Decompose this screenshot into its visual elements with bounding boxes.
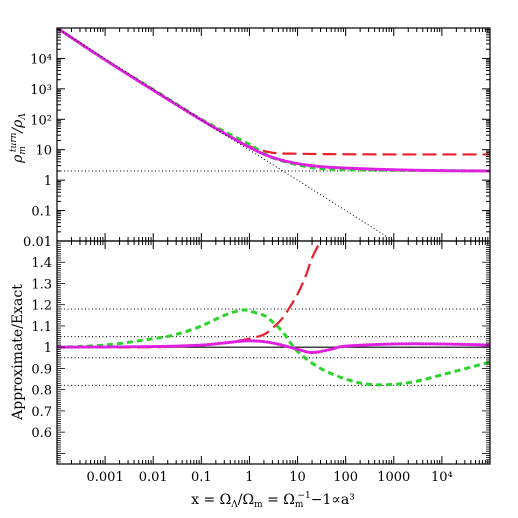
- bottom-xlabel: x = ΩΛ/Ωm = Ωm−1−1∝a³: [191, 491, 355, 510]
- top-ticks: [56, 28, 490, 242]
- bottom-xtick-label: 0.1: [191, 470, 212, 485]
- bottom-ytick-label: 1.3: [31, 277, 52, 292]
- top-plot-area: [57, 28, 490, 241]
- bottom-ytick-label: 0.7: [31, 405, 52, 420]
- top-ytick-label: 10³: [30, 83, 52, 98]
- top-ytick-label: 0.01: [23, 235, 52, 250]
- bottom-xtick-label: 100: [333, 470, 358, 485]
- bottom-xtick-label: 10: [289, 470, 306, 485]
- top-series-thin-dotted: [57, 28, 395, 241]
- top-ytick-label: 10²: [30, 113, 52, 128]
- top-panel: 0.01 0.1 1 10 10² 10³ 10⁴ ρmturn/ρΛ: [9, 27, 491, 250]
- top-ytick-label: 10: [35, 144, 52, 159]
- bottom-ytick-label: 0.9: [31, 362, 52, 377]
- bottom-xtick-label: 1000: [377, 470, 410, 485]
- bottom-ticks: [56, 240, 490, 465]
- bottom-xtick-label: 0.001: [87, 470, 124, 485]
- top-curves: [57, 28, 490, 241]
- bottom-ytick-label: 1: [44, 341, 52, 356]
- top-frame: [56, 27, 491, 242]
- bottom-ylabel: Approximate/Exact: [10, 284, 26, 421]
- bottom-ytick-label: 1.4: [31, 256, 52, 271]
- bottom-panel: 0.6 0.7 0.8 0.9 1 1.1 1.2 1.3 1.4 0.001 0.01 0.1 1 1…: [10, 240, 491, 510]
- bottom-xtick-labels: 0.001 0.01 0.1 1 10 100 1000 10⁴: [87, 470, 453, 485]
- top-ytick-labels: 0.01 0.1 1 10 10² 10³ 10⁴: [23, 52, 52, 250]
- bottom-ytick-labels: 0.6 0.7 0.8 0.9 1 1.1 1.2 1.3 1.4: [31, 256, 52, 441]
- top-series-dotted-thick: [57, 28, 490, 173]
- bottom-plot-area: [57, 241, 490, 387]
- bottom-series-short-dash: [57, 308, 490, 387]
- bottom-ytick-label: 0.8: [31, 384, 52, 399]
- bottom-ytick-label: 1.2: [31, 299, 52, 314]
- bottom-xtick-label: 0.01: [139, 470, 168, 485]
- top-series-long-dash: [57, 28, 490, 156]
- top-ylabel: ρmturn/ρΛ: [9, 113, 28, 164]
- top-series-solid: [57, 28, 490, 172]
- top-ytick-label: 0.1: [31, 205, 52, 220]
- bottom-curves: [57, 241, 490, 387]
- bottom-series-dotted-thick: [57, 339, 490, 355]
- bottom-ytick-label: 1.1: [31, 320, 52, 335]
- bottom-frame: [56, 240, 491, 465]
- bottom-ytick-label: 0.6: [31, 426, 52, 441]
- bottom-xtick-label: 1: [245, 470, 253, 485]
- top-series-short-dash: [57, 28, 490, 173]
- top-ytick-label: 1: [44, 174, 52, 189]
- top-ytick-label: 10⁴: [30, 52, 52, 67]
- bottom-xtick-label: 10⁴: [431, 470, 453, 485]
